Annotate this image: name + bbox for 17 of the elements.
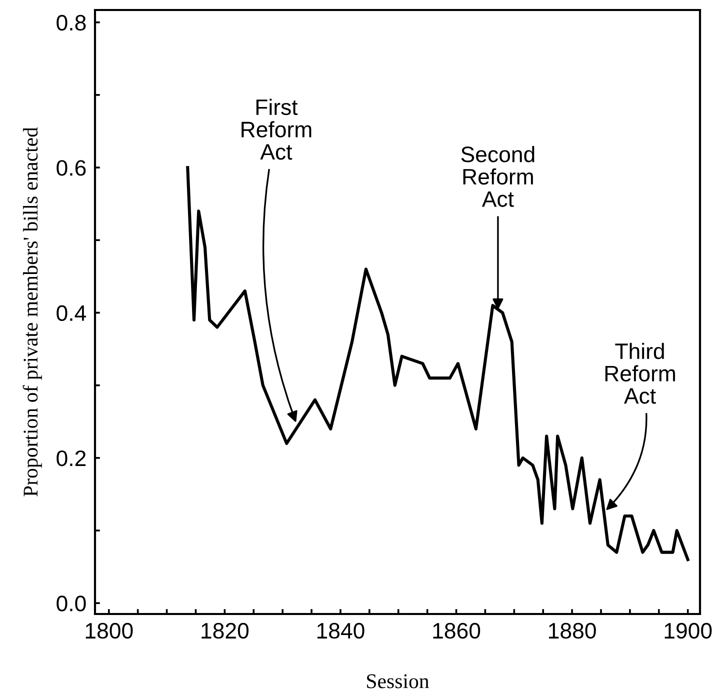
y-tick-label: 0.0 — [56, 596, 86, 612]
x-tick-label: 1880 — [549, 622, 596, 639]
annotation: Third Reform Act — [605, 342, 675, 404]
y-tick-label: 0.6 — [56, 160, 86, 176]
annotation: First Reform Act — [242, 98, 312, 160]
y-tick-label: 0.2 — [56, 450, 86, 466]
x-tick-label: 1860 — [433, 622, 480, 639]
y-tick-label: 0.8 — [56, 14, 86, 31]
x-axis-title: Session — [367, 674, 430, 688]
x-tick-label: 1800 — [86, 622, 133, 639]
annotation: Second Reform Act — [461, 146, 534, 207]
x-tick-label: 1840 — [317, 622, 364, 639]
y-axis-title: Proportion of private members' bills enacted — [22, 127, 42, 496]
x-tick-label: 1900 — [664, 622, 712, 639]
y-tick-label: 0.4 — [56, 305, 86, 321]
x-tick-label: 1820 — [202, 622, 249, 639]
line-series — [186, 166, 690, 562]
